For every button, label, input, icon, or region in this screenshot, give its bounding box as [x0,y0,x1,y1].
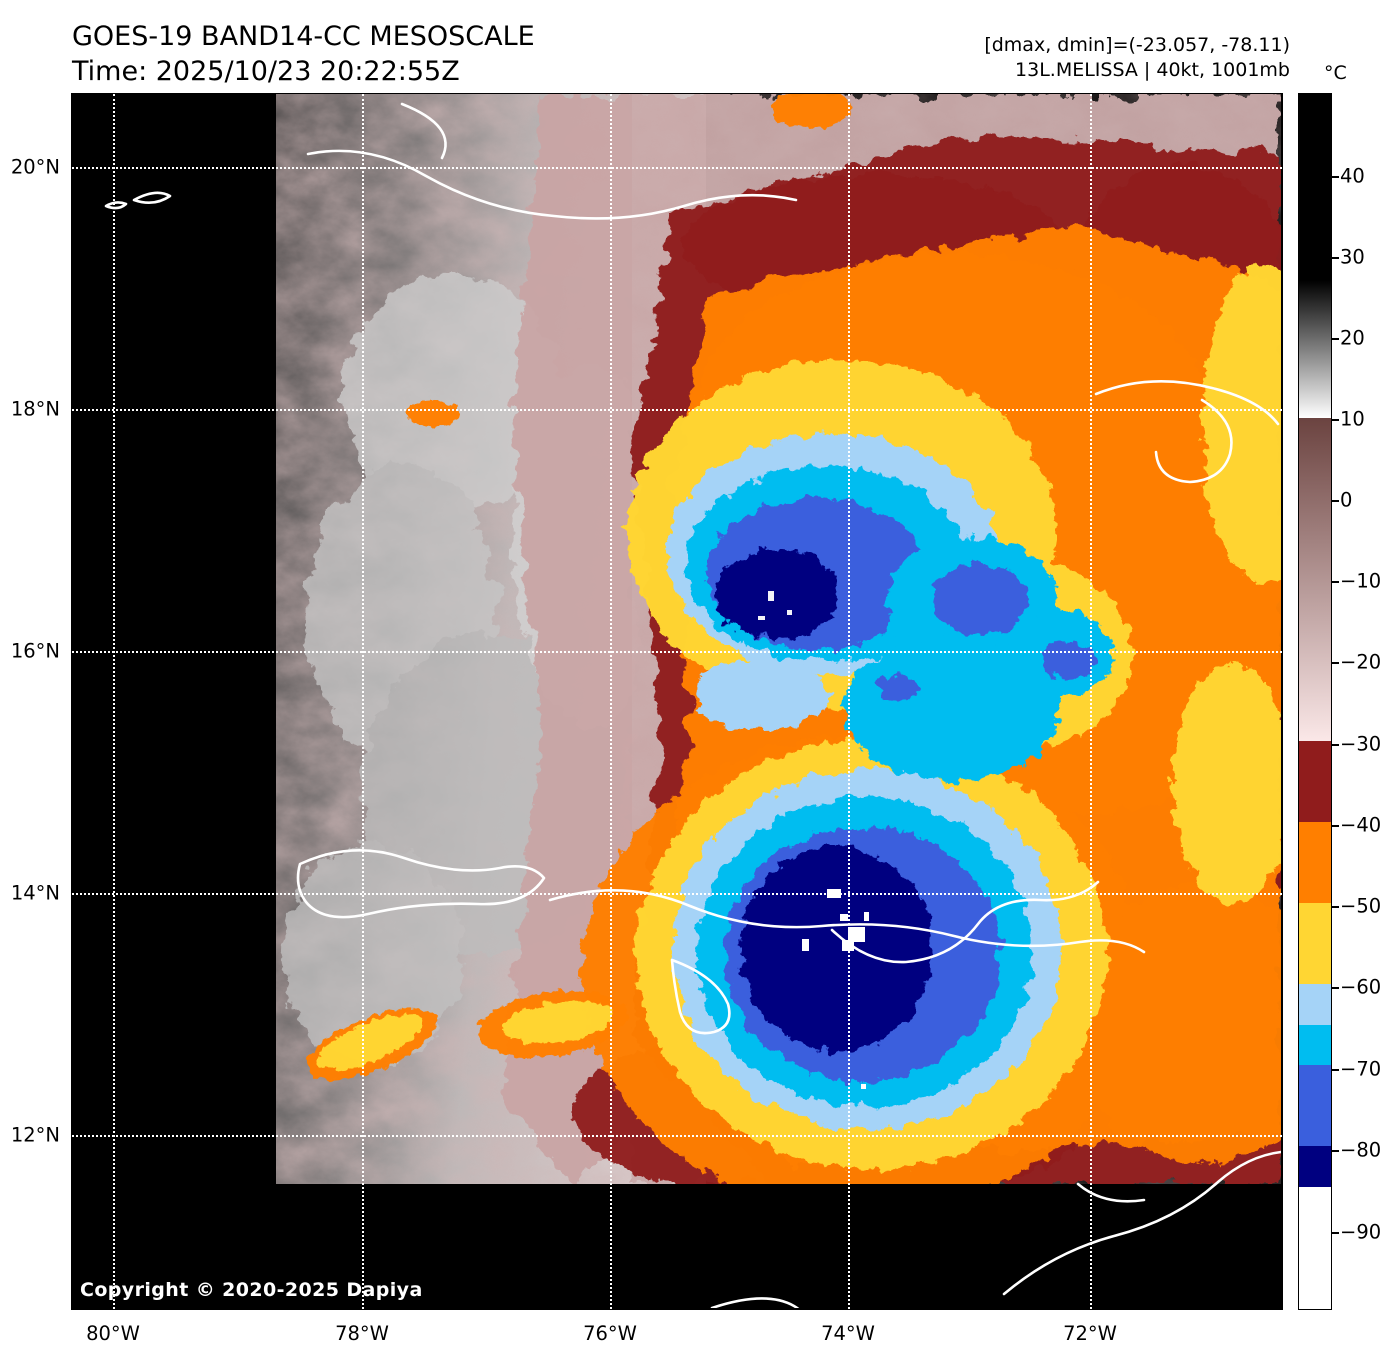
xtick-label-76W: 76°W [583,1322,637,1345]
colorbar-tick-label--20: −20 [1340,650,1382,674]
colorbar-tick-label-10: 10 [1340,407,1365,431]
colorbar-tick-label-20: 20 [1340,326,1365,350]
colorbar-tickmark--50 [1332,906,1339,908]
ytick-label-16N: 16°N [10,639,60,663]
colorbar-tick-label--70: −70 [1340,1057,1382,1081]
colorbar-tickmark-20 [1332,338,1339,340]
colorbar-tickmark--20 [1332,662,1339,664]
temperature-colorbar[interactable] [1298,93,1332,1310]
colorbar-segment--70-to--80 [1299,1065,1331,1147]
colorbar-tickmark-10 [1332,419,1339,421]
colorbar-tick-label-40: 40 [1340,164,1365,188]
ytick-label-18N: 18°N [10,397,60,421]
page-title: GOES-19 BAND14-CC MESOSCALE Time: 2025/1… [72,20,535,89]
header-metadata: [dmax, dmin]=(-23.057, -78.11) 13L.MELIS… [984,33,1290,83]
xtick-label-74W: 74°W [821,1322,875,1345]
colorbar-segment-10-to--30 [1299,417,1331,743]
colorbar-tickmark--30 [1332,744,1339,746]
colorbar-segment--60-to--65 [1299,984,1331,1026]
colorbar-tick-label--40: −40 [1340,813,1382,837]
colorbar-tickmark--40 [1332,825,1339,827]
colorbar-segment--80-to--85 [1299,1146,1331,1188]
colorbar-units-label: °C [1324,62,1347,84]
storm-info-label: 13L.MELISSA | 40kt, 1001mb [1015,59,1290,82]
colorbar-segment--85-to--100 [1299,1186,1331,1309]
title-product: GOES-19 BAND14-CC MESOSCALE [72,21,535,52]
colorbar-segment--40-to--50 [1299,822,1331,904]
colorbar-tick-label--80: −80 [1340,1138,1382,1162]
colorbar-tickmark--60 [1332,987,1339,989]
colorbar-tick-label-0: 0 [1340,488,1353,512]
colorbar-tickmark-0 [1332,500,1339,502]
colorbar-tick-label--90: −90 [1340,1220,1382,1244]
colorbar-tickmark-40 [1332,176,1339,178]
xtick-label-78W: 78°W [335,1322,389,1345]
colorbar-tick-label--50: −50 [1340,894,1382,918]
colorbar-tick-label--10: −10 [1340,569,1382,593]
colorbar-tick-label-30: 30 [1340,245,1365,269]
copyright-label: Copyright © 2020-2025 Dapiya [80,1279,423,1301]
colorbar-segment--50-to--60 [1299,903,1331,985]
colorbar-tickmark--70 [1332,1069,1339,1071]
xtick-label-72W: 72°W [1063,1322,1117,1345]
data-minmax-label: [dmax, dmin]=(-23.057, -78.11) [984,34,1290,56]
colorbar-tickmark--80 [1332,1150,1339,1152]
ytick-label-20N: 20°N [10,155,60,179]
satellite-plot-area[interactable] [71,93,1283,1310]
colorbar-tickmark--90 [1332,1232,1339,1234]
ytick-label-12N: 12°N [10,1123,60,1147]
colorbar-tickmark-30 [1332,257,1339,259]
colorbar-segment-50-to-27 [1299,94,1331,281]
satellite-imagery [72,94,1281,1308]
colorbar-segment--65-to--70 [1299,1024,1331,1066]
colorbar-tick-label--60: −60 [1340,975,1382,999]
xtick-label-80W: 80°W [86,1322,140,1345]
title-timestamp: Time: 2025/10/23 20:22:55Z [72,55,460,87]
colorbar-segment-27-to-10 [1299,280,1331,419]
colorbar-tickmark--10 [1332,581,1339,583]
colorbar-tick-label--30: −30 [1340,732,1382,756]
colorbar-segment--30-to--40 [1299,741,1331,823]
ytick-label-14N: 14°N [10,881,60,905]
